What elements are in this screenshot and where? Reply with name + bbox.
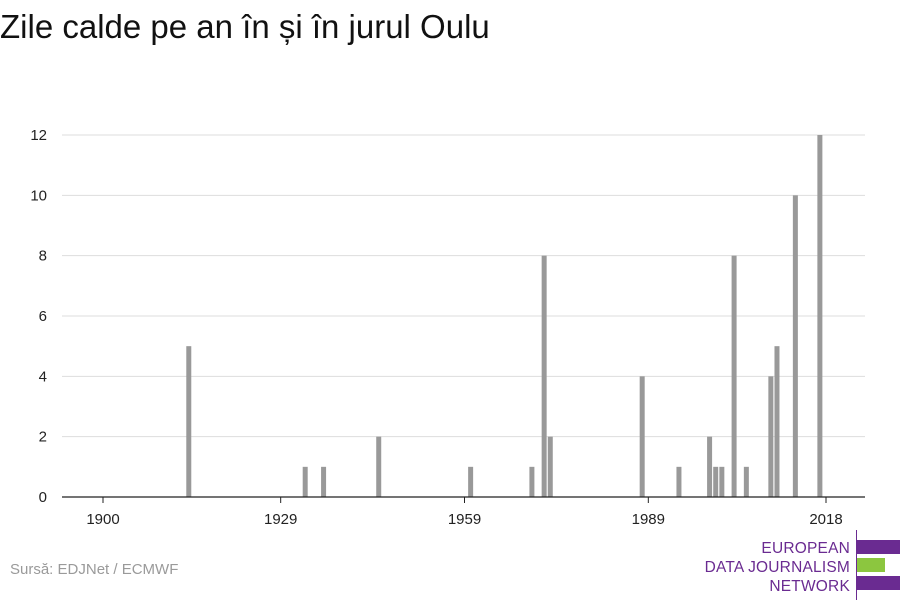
edjnet-logo[interactable]: EUROPEAN DATA JOURNALISM NETWORK xyxy=(700,530,900,600)
logo-bar-green xyxy=(857,558,885,572)
x-tick-label: 1929 xyxy=(264,511,297,528)
y-tick-label: 12 xyxy=(30,127,47,144)
bar xyxy=(186,346,192,497)
y-tick-label: 2 xyxy=(39,429,47,446)
source-note: Sursă: EDJNet / ECMWF xyxy=(10,561,179,578)
axes xyxy=(62,496,865,503)
bar xyxy=(529,466,535,497)
bar xyxy=(719,466,725,497)
logo-line: EUROPEAN xyxy=(761,540,850,557)
y-tick-label: 10 xyxy=(30,187,47,204)
logo-bar-purple xyxy=(857,540,900,554)
bar xyxy=(743,466,749,497)
bar xyxy=(792,195,798,498)
x-tick-labels: 1900 1929 1959 1989 2018 xyxy=(86,511,842,528)
bar xyxy=(817,135,823,497)
bar xyxy=(302,466,308,497)
bar xyxy=(468,466,474,497)
logo-divider xyxy=(856,530,857,600)
y-tick-label: 0 xyxy=(39,489,47,506)
bar xyxy=(707,436,713,497)
logo-line: DATA JOURNALISM xyxy=(704,559,850,576)
y-tick-label: 6 xyxy=(39,308,47,325)
logo-line: NETWORK xyxy=(769,578,850,595)
x-tick-label: 2018 xyxy=(809,511,842,528)
bar xyxy=(713,466,719,497)
bar xyxy=(547,436,553,497)
bar xyxy=(731,255,737,497)
chart-title: Zile calde pe an în și în jurul Oulu xyxy=(0,8,490,45)
bar xyxy=(541,255,547,497)
logo-bar-purple xyxy=(857,576,900,590)
y-tick-label: 4 xyxy=(39,368,47,385)
x-tick-label: 1959 xyxy=(448,511,481,528)
bar xyxy=(321,466,327,497)
bar xyxy=(639,376,645,497)
bars xyxy=(186,135,823,498)
bar xyxy=(768,376,774,497)
bar xyxy=(774,346,780,497)
x-tick-label: 1989 xyxy=(632,511,665,528)
logo-text: EUROPEAN DATA JOURNALISM NETWORK xyxy=(705,539,850,596)
grid-lines xyxy=(62,134,865,438)
y-tick-label: 8 xyxy=(39,248,47,265)
bar xyxy=(376,436,382,497)
bar xyxy=(676,466,682,497)
x-tick-label: 1900 xyxy=(86,511,119,528)
y-tick-labels: 0 2 4 6 8 10 12 xyxy=(30,127,47,506)
